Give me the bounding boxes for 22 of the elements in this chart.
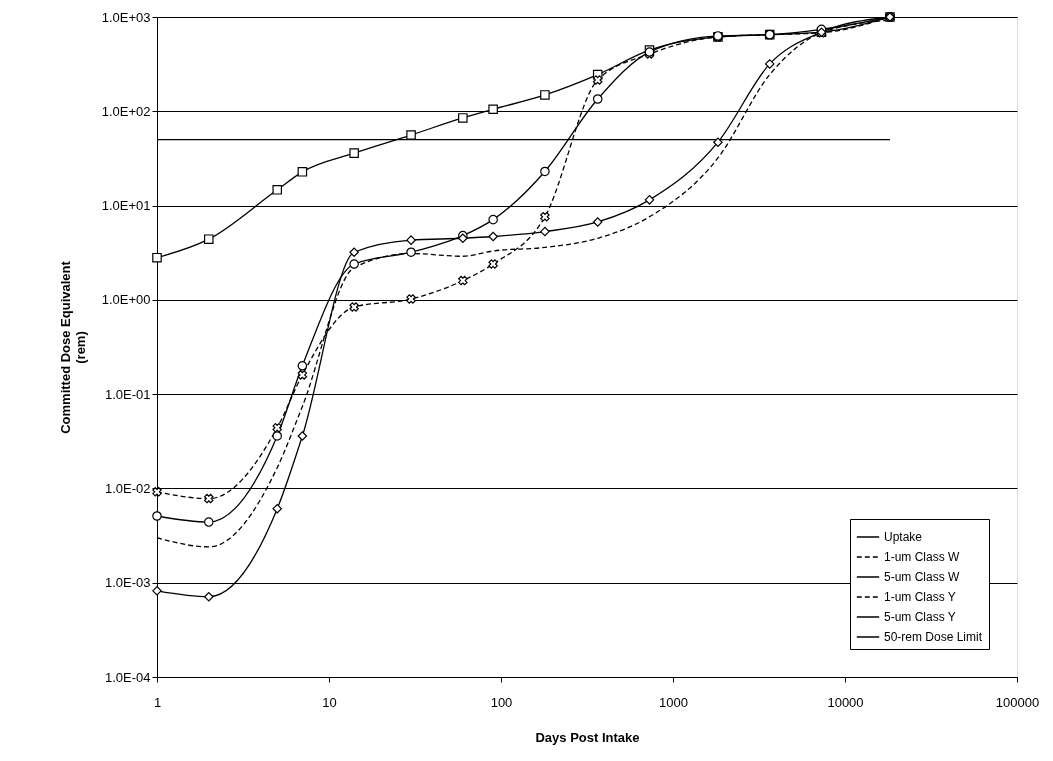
x-tick-label: 1 [153, 694, 162, 710]
y-tick-label: 1.0E-01 [104, 386, 151, 402]
legend-label: Uptake [884, 530, 923, 544]
y-tick-label: 1.0E-03 [104, 575, 151, 591]
legend-label: 50-rem Dose Limit [884, 630, 983, 644]
y-tick-label: 1.0E-02 [104, 480, 151, 496]
x-tick-label: 10000 [827, 694, 864, 710]
y-tick-label: 1.0E+02 [101, 103, 151, 119]
legend-label: 5-um Class W [884, 570, 961, 584]
x-tick-label: 100000 [995, 694, 1040, 710]
y-axis-title: Committed Dose Equivalent (rem) [57, 260, 88, 434]
x-tick-label: 100 [490, 694, 513, 710]
y-tick-label: 1.0E+00 [101, 292, 151, 308]
legend-label: 1-um Class Y [884, 590, 956, 604]
x-axis-title: Days Post Intake [535, 729, 640, 745]
y-tick-label: 1.0E-04 [104, 669, 151, 685]
legend-label: 1-um Class W [884, 550, 961, 564]
x-tick-label: 1000 [659, 694, 688, 710]
y-tick-label: 1.0E+03 [101, 9, 151, 25]
x-tick-label: 10 [322, 694, 337, 710]
legend-label: 5-um Class Y [884, 610, 956, 624]
y-tick-label: 1.0E+01 [101, 198, 151, 214]
